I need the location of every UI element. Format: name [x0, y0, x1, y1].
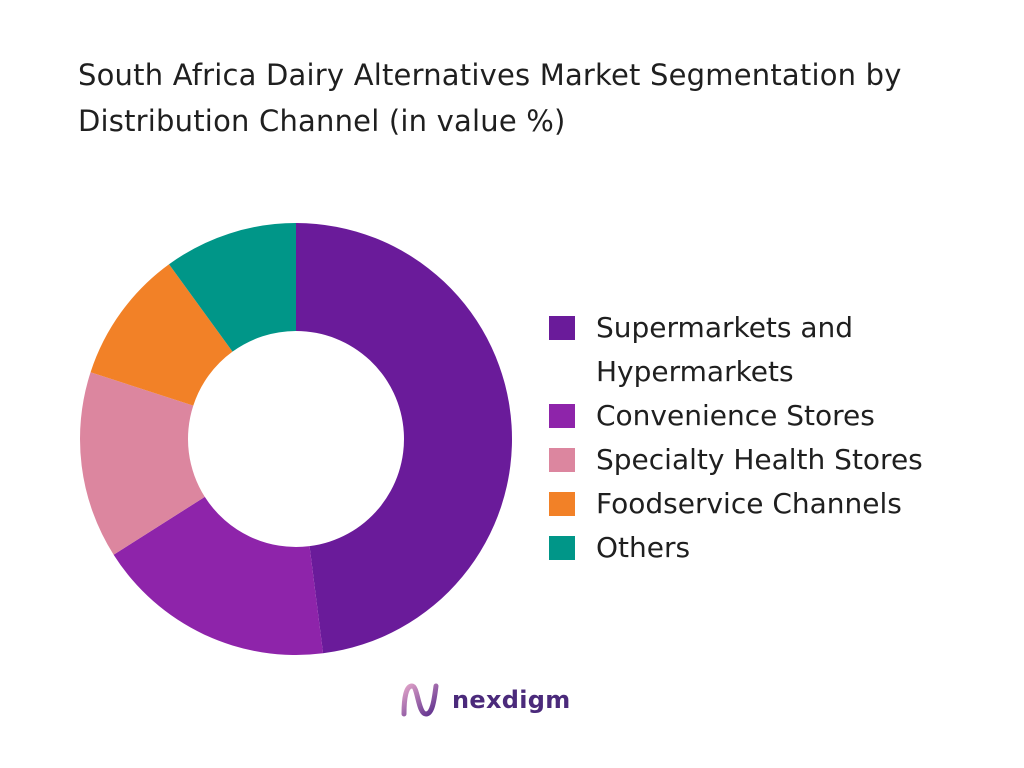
legend-item-convenience: Convenience Stores — [549, 394, 1009, 438]
donut-slice-foodservice — [90, 264, 233, 406]
donut-slice-others — [169, 223, 296, 352]
legend-swatch-others — [549, 536, 575, 560]
legend-swatch-convenience — [549, 404, 575, 428]
legend-item-foodservice: Foodservice Channels — [549, 482, 1009, 526]
legend-label-supermarkets: Supermarkets and Hypermarkets — [596, 311, 854, 388]
legend-label-foodservice: Foodservice Channels — [596, 487, 902, 520]
legend-label-specialty: Specialty Health Stores — [596, 443, 923, 476]
nexdigm-logo-icon — [401, 683, 439, 717]
legend: Supermarkets and Hypermarkets Convenienc… — [549, 306, 1009, 570]
brand-name: nexdigm — [452, 686, 571, 714]
donut-slice-specialty — [80, 372, 205, 555]
legend-label-others: Others — [596, 531, 691, 564]
chart-title: South Africa Dairy Alternatives Market S… — [78, 58, 921, 138]
donut-slice-convenience — [113, 496, 324, 655]
legend-swatch-specialty — [549, 448, 575, 472]
legend-label-convenience: Convenience Stores — [596, 399, 875, 432]
brand-footer: nexdigm — [398, 680, 571, 720]
legend-item-specialty: Specialty Health Stores — [549, 438, 1009, 482]
legend-item-others: Others — [549, 526, 1009, 570]
legend-swatch-foodservice — [549, 492, 575, 516]
legend-item-supermarkets: Supermarkets and Hypermarkets — [549, 306, 1009, 394]
legend-swatch-supermarkets — [549, 316, 575, 340]
donut-slice-supermarkets — [296, 223, 513, 654]
